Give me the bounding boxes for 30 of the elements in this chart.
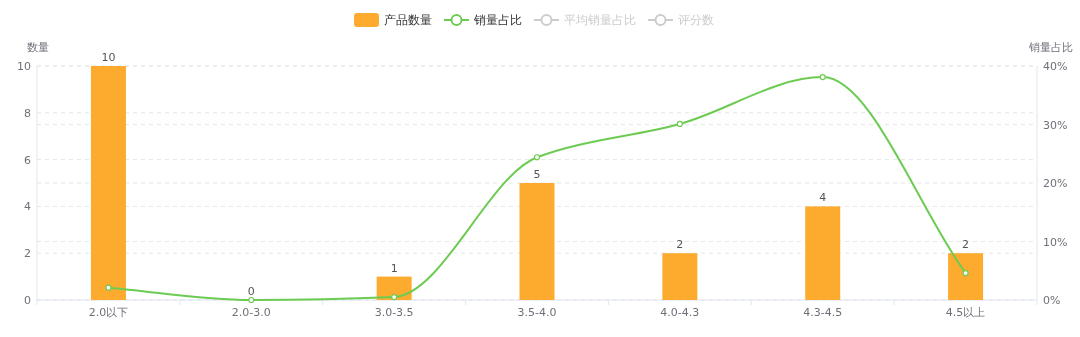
y-tick-label: 10 — [17, 60, 31, 73]
y-tick-label: 4 — [24, 200, 31, 214]
y-tick-label: 8 — [24, 106, 31, 120]
legend-label: 销量占比 — [473, 13, 522, 27]
data-label: 2 — [676, 238, 684, 252]
y2-tick-label: 0% — [1043, 294, 1061, 307]
y2-tick-label: 20% — [1043, 177, 1068, 190]
data-label: 2 — [962, 238, 970, 252]
x-tick-label: 4.3-4.5 — [803, 306, 843, 319]
y2-axis-title: 销量占比 — [1028, 41, 1073, 54]
data-label: 0 — [247, 285, 255, 298]
x-tick-label: 3.0-3.5 — [374, 306, 414, 319]
y-tick-label: 6 — [24, 153, 31, 167]
data-label: 5 — [533, 168, 541, 181]
data-label: 4 — [819, 191, 827, 205]
x-tick-label: 2.0以下 — [88, 306, 129, 319]
legend-label: 产品数量 — [384, 13, 432, 27]
data-label: 10 — [101, 51, 116, 64]
y-axis-title: 数量 — [27, 41, 49, 54]
x-tick-label: 3.5-4.0 — [517, 306, 557, 319]
y-tick-label: 0 — [24, 294, 31, 307]
产品数量: 10 0 1 5 2 4 2 — [90, 51, 984, 300]
x-tick-label: 4.0-4.3 — [660, 306, 700, 319]
x-tick-label: 4.5以上 — [945, 306, 986, 319]
y2-tick-label: 40% — [1043, 60, 1068, 73]
y2-tick-label: 30% — [1043, 118, 1068, 132]
y2-tick-label: 10% — [1043, 235, 1068, 249]
y-tick-label: 2 — [24, 247, 31, 261]
data-label: 1 — [390, 261, 398, 275]
x-tick-label: 2.0-3.0 — [231, 306, 271, 319]
